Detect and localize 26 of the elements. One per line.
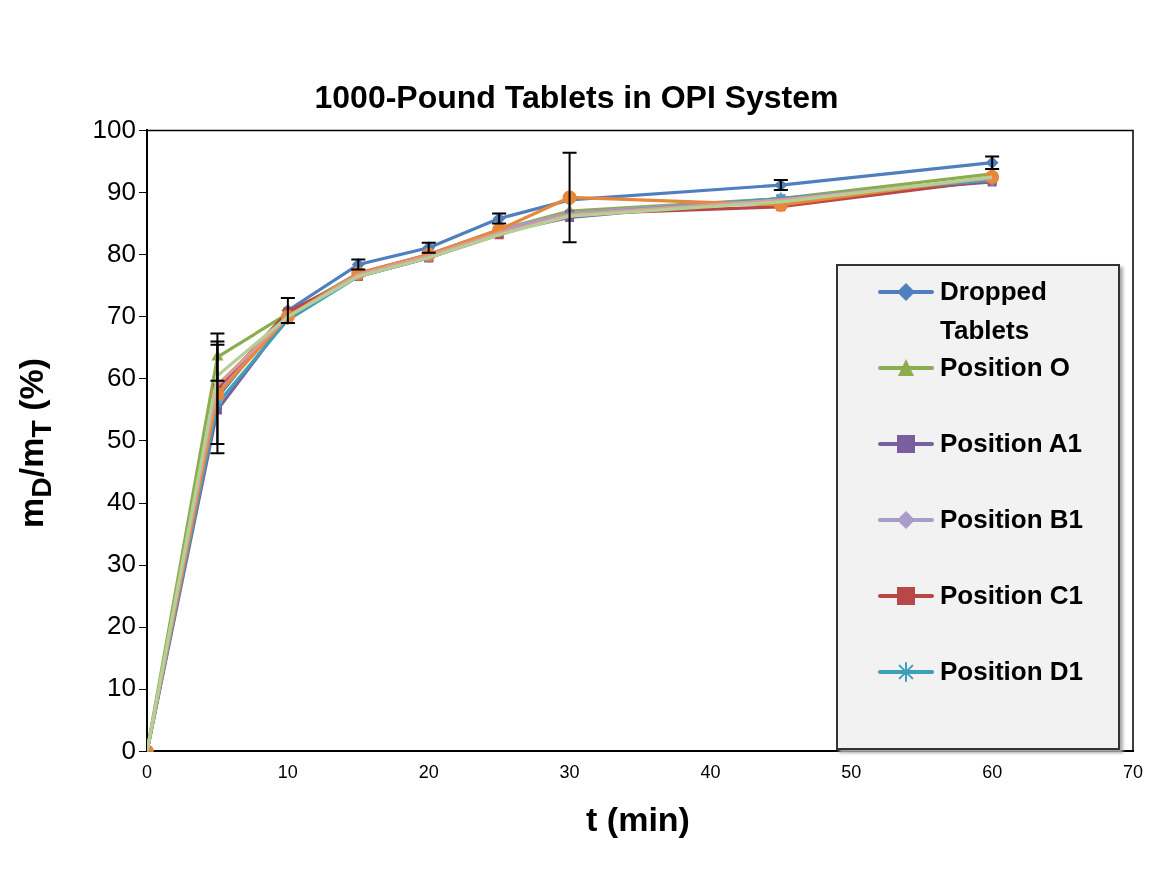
x-tick-label: 30 bbox=[559, 762, 580, 783]
legend-label: Position A1 bbox=[940, 427, 1083, 460]
x-tick-label: 70 bbox=[1122, 762, 1144, 783]
x-axis-title: t (min) bbox=[585, 800, 691, 839]
chart-title: 1000-Pound Tablets in OPI System bbox=[314, 79, 839, 116]
legend-label: Position O bbox=[940, 351, 1070, 384]
x-tick-label: 10 bbox=[277, 762, 298, 783]
y-tick-label: 10 bbox=[107, 672, 136, 703]
y-tick-label: 80 bbox=[107, 237, 136, 268]
y-tick-label: 20 bbox=[107, 610, 136, 641]
x-tick-label: 0 bbox=[141, 762, 153, 783]
y-tick-label: 100 bbox=[92, 113, 136, 144]
legend-label: Position B1 bbox=[940, 503, 1084, 536]
y-tick-label: 30 bbox=[107, 548, 136, 579]
y-tick-label: 40 bbox=[107, 486, 136, 517]
x-tick-label: 20 bbox=[418, 762, 439, 783]
y-tick-label: 60 bbox=[107, 361, 136, 392]
y-tick-label: 50 bbox=[107, 424, 136, 455]
y-tick-label: 70 bbox=[107, 299, 136, 330]
legend-label: Position D1 bbox=[940, 655, 1084, 688]
y-tick-label: 90 bbox=[107, 175, 136, 206]
legend-label: Dropped Tablets bbox=[940, 275, 1048, 347]
x-tick-label: 60 bbox=[982, 762, 1003, 783]
x-tick-label: 40 bbox=[700, 762, 721, 783]
x-tick-label: 50 bbox=[841, 762, 862, 783]
legend-label: Position C1 bbox=[940, 579, 1084, 612]
